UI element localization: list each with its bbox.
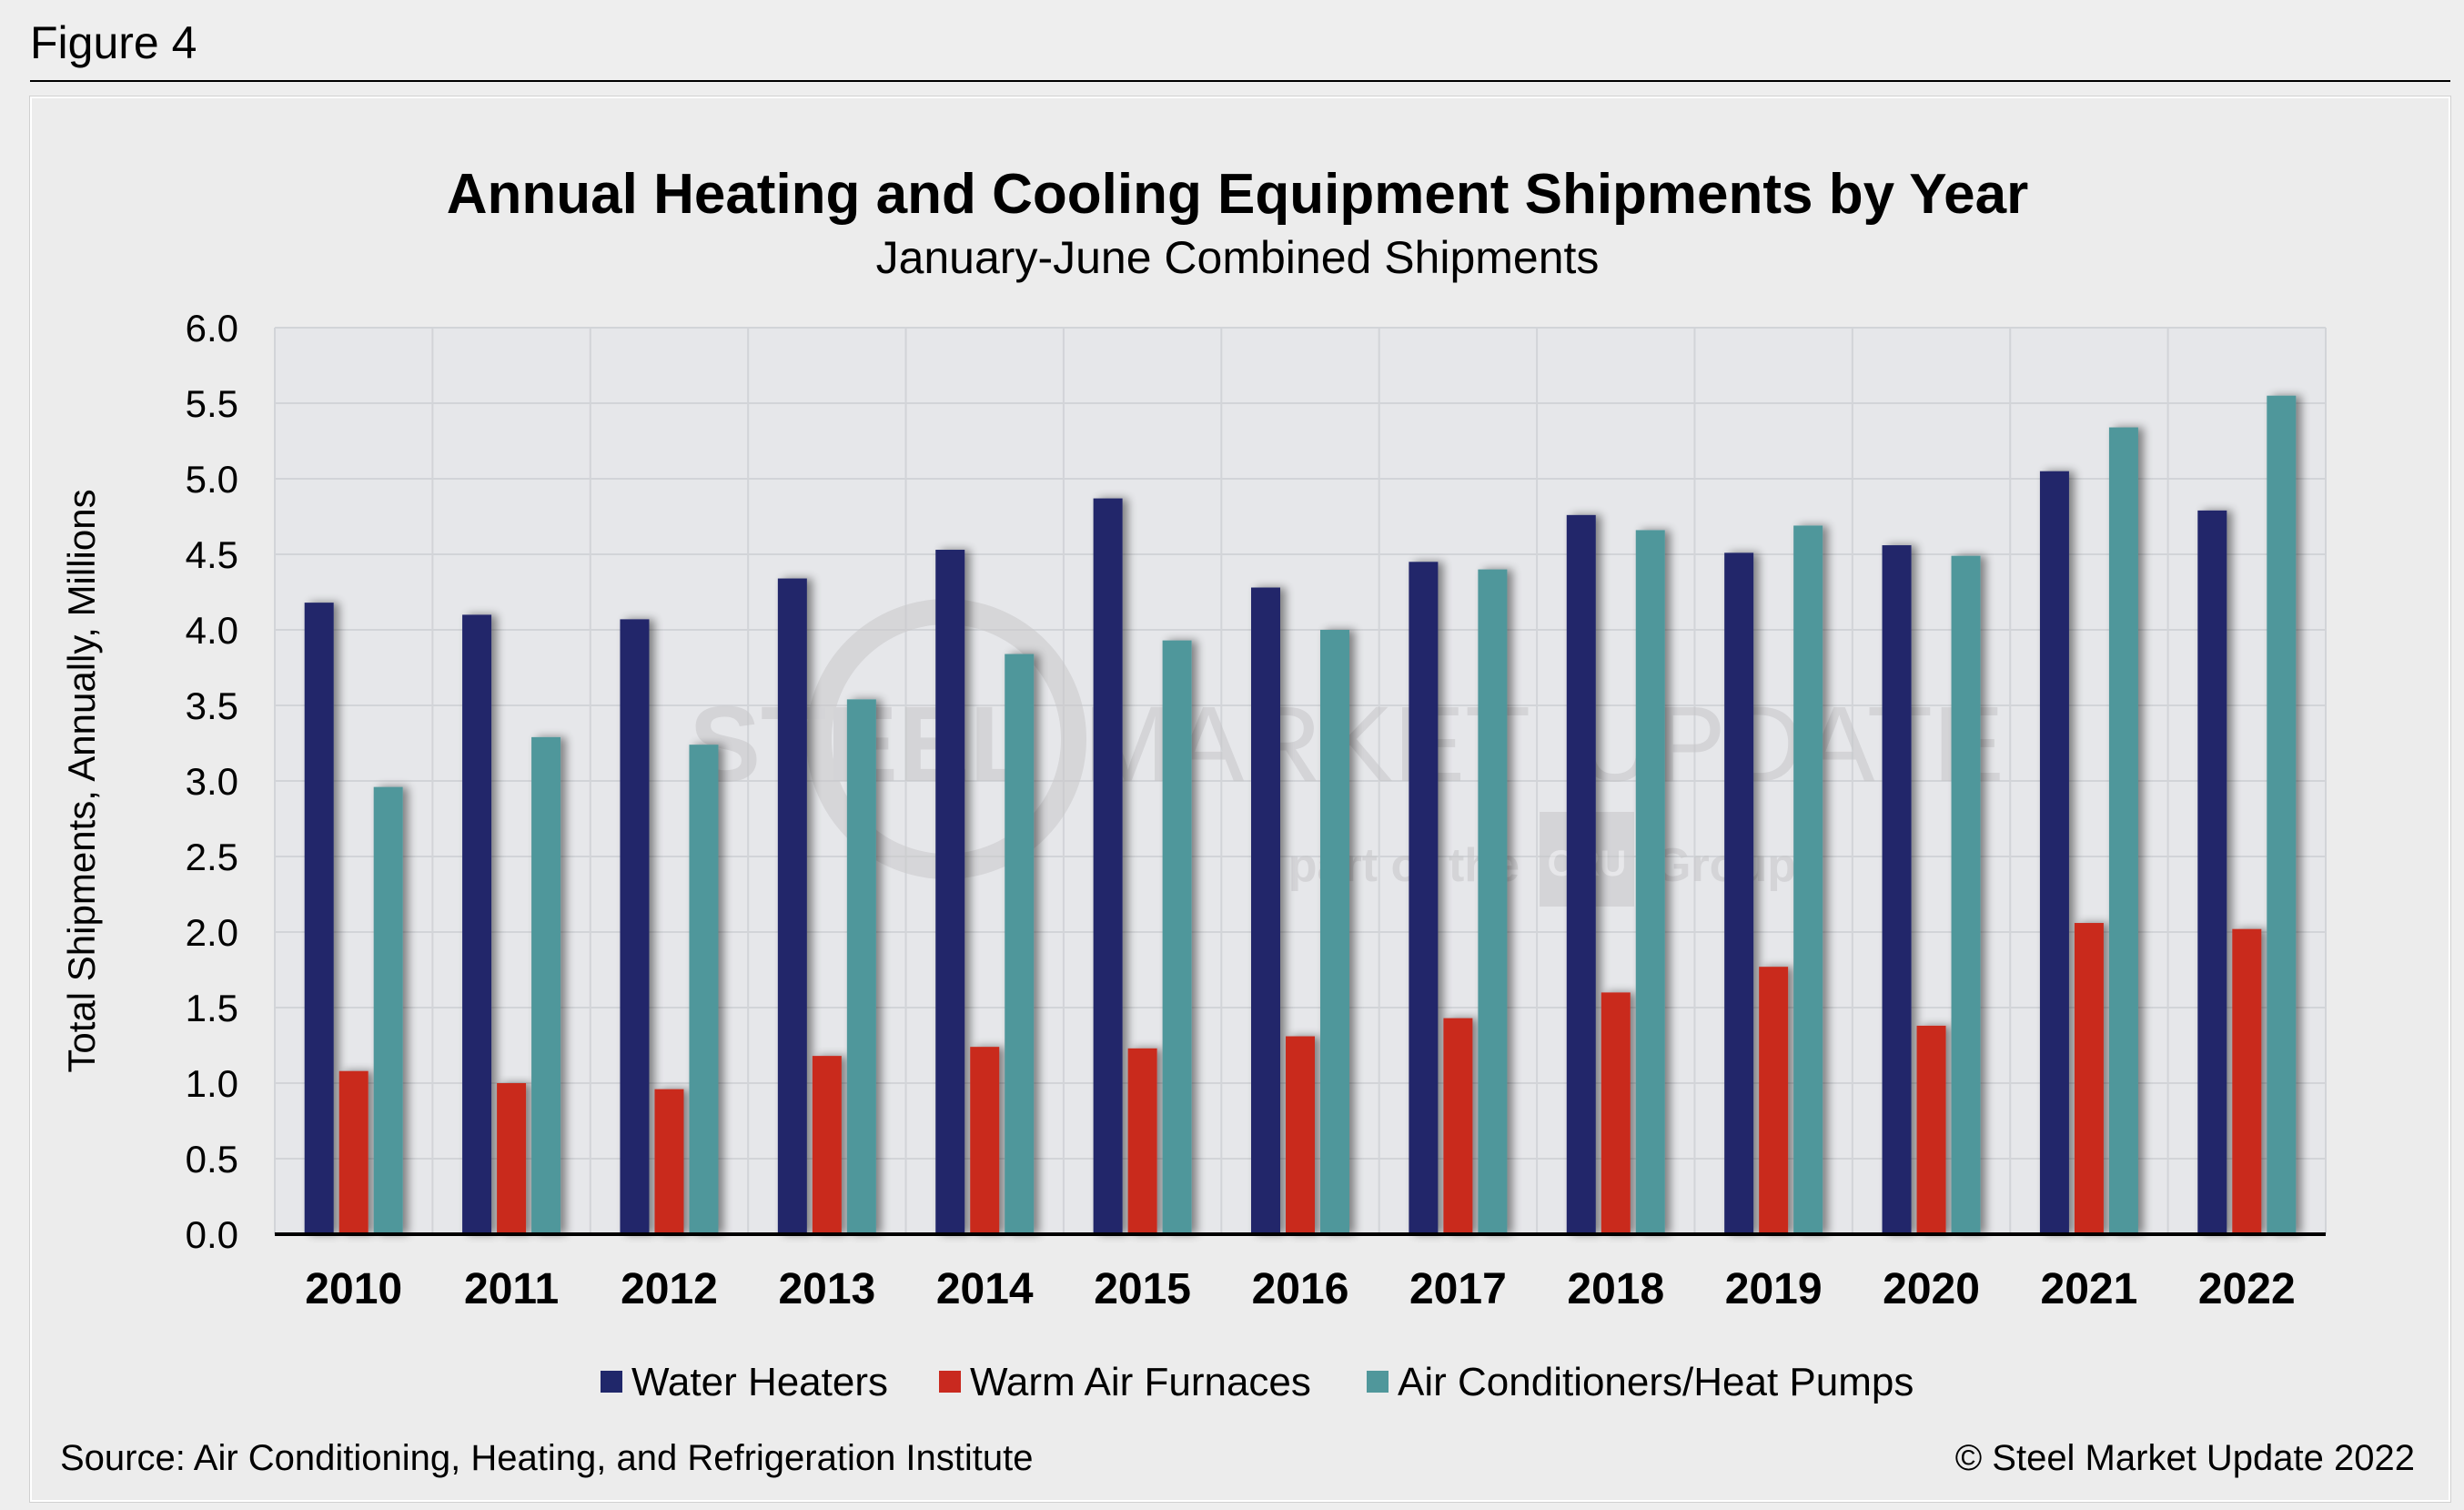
y-tick-label: 5.5 bbox=[186, 382, 238, 425]
y-tick-label: 2.0 bbox=[186, 911, 238, 954]
bar-ac-heat-pumps bbox=[1162, 640, 1192, 1234]
y-axis-label: Total Shipments, Annually, Millions bbox=[60, 489, 103, 1072]
bar-ac-heat-pumps bbox=[1320, 630, 1349, 1234]
x-tick-label: 2017 bbox=[1409, 1265, 1507, 1313]
y-tick-label: 4.0 bbox=[186, 609, 238, 652]
legend-label: Warm Air Furnaces bbox=[970, 1360, 1311, 1404]
x-tick-label: 2021 bbox=[2041, 1265, 2138, 1313]
bar-water-heaters bbox=[304, 603, 334, 1234]
bar-water-heaters bbox=[1251, 587, 1280, 1234]
x-tick-label: 2011 bbox=[464, 1265, 559, 1313]
legend-swatch bbox=[939, 1371, 961, 1393]
bar-water-heaters bbox=[620, 619, 650, 1234]
bar-ac-heat-pumps bbox=[1478, 569, 1508, 1234]
chart-subtitle: January-June Combined Shipments bbox=[876, 232, 1600, 283]
bar-ac-heat-pumps bbox=[1793, 525, 1823, 1234]
bar-warm-air-furnaces bbox=[970, 1047, 1000, 1234]
x-tick-label: 2012 bbox=[621, 1265, 718, 1313]
bar-water-heaters bbox=[2197, 510, 2227, 1234]
bar-water-heaters bbox=[1566, 514, 1596, 1234]
bar-ac-heat-pumps bbox=[373, 786, 403, 1234]
bar-ac-heat-pumps bbox=[1635, 530, 1665, 1234]
bar-ac-heat-pumps bbox=[531, 736, 561, 1234]
bar-warm-air-furnaces bbox=[338, 1070, 369, 1234]
x-tick-label: 2020 bbox=[1883, 1265, 1980, 1313]
x-tick-label: 2014 bbox=[936, 1265, 1034, 1313]
x-tick-label: 2013 bbox=[778, 1265, 875, 1313]
figure-label: Figure 4 bbox=[30, 17, 197, 68]
bar-water-heaters bbox=[1093, 498, 1123, 1234]
y-tick-label: 1.5 bbox=[186, 987, 238, 1029]
y-tick-label: 1.0 bbox=[186, 1062, 238, 1105]
x-tick-label: 2015 bbox=[1094, 1265, 1191, 1313]
legend-swatch bbox=[601, 1371, 622, 1393]
legend-label: Air Conditioners/Heat Pumps bbox=[1398, 1360, 1914, 1404]
bar-warm-air-furnaces bbox=[1916, 1025, 1946, 1234]
bar-water-heaters bbox=[1882, 545, 1912, 1234]
y-tick-label: 3.0 bbox=[186, 760, 238, 803]
x-tick-label: 2022 bbox=[2198, 1265, 2296, 1313]
bar-warm-air-furnaces bbox=[1286, 1036, 1315, 1234]
x-tick-label: 2019 bbox=[1725, 1265, 1823, 1313]
bar-warm-air-furnaces bbox=[1601, 992, 1631, 1234]
x-tick-labels: 2010 2011 2012 2013 2014 2015 2016 2017 2018 2019… bbox=[305, 1265, 2295, 1313]
bars bbox=[304, 395, 2297, 1234]
y-tick-label: 0.0 bbox=[186, 1213, 238, 1256]
y-tick-label: 5.0 bbox=[186, 458, 238, 501]
bar-warm-air-furnaces bbox=[2074, 923, 2104, 1234]
bar-ac-heat-pumps bbox=[1951, 555, 1981, 1234]
x-tick-label: 2018 bbox=[1567, 1265, 1664, 1313]
bar-water-heaters bbox=[462, 614, 492, 1234]
bar-water-heaters bbox=[935, 550, 965, 1234]
bar-warm-air-furnaces bbox=[2232, 928, 2262, 1234]
bar-warm-air-furnaces bbox=[497, 1083, 527, 1234]
figure-divider bbox=[30, 80, 2450, 82]
chart-title: Annual Heating and Cooling Equipment Shi… bbox=[447, 163, 2028, 226]
bar-water-heaters bbox=[1724, 552, 1754, 1234]
y-tick-label: 4.5 bbox=[186, 533, 238, 576]
bar-ac-heat-pumps bbox=[846, 699, 876, 1234]
bar-warm-air-furnaces bbox=[812, 1056, 842, 1234]
y-tick-label: 0.5 bbox=[186, 1138, 238, 1181]
bar-warm-air-furnaces bbox=[654, 1089, 684, 1234]
copyright-note: © Steel Market Update 2022 bbox=[1955, 1438, 2415, 1478]
legend-swatch bbox=[1367, 1371, 1389, 1393]
bar-water-heaters bbox=[1409, 562, 1439, 1234]
y-tick-label: 3.5 bbox=[186, 684, 238, 727]
bar-ac-heat-pumps bbox=[1005, 654, 1035, 1234]
bar-ac-heat-pumps bbox=[2267, 395, 2297, 1234]
bar-ac-heat-pumps bbox=[2108, 427, 2138, 1234]
watermark-brand-market: MARKET bbox=[1083, 684, 1529, 805]
y-tick-label: 2.5 bbox=[186, 836, 238, 878]
source-note: Source: Air Conditioning, Heating, and R… bbox=[60, 1438, 1034, 1478]
bar-water-heaters bbox=[777, 578, 807, 1234]
x-tick-label: 2016 bbox=[1252, 1265, 1349, 1313]
bar-warm-air-furnaces bbox=[1443, 1018, 1473, 1234]
bar-warm-air-furnaces bbox=[1127, 1048, 1157, 1234]
legend: Water Heaters Warm Air Furnaces Air Condit… bbox=[601, 1360, 1914, 1404]
legend-label: Water Heaters bbox=[631, 1360, 888, 1404]
y-tick-labels: 0.0 0.5 1.0 1.5 2.0 2.5 3.0 3.5 4.0 4.5 5.0 5.5 6.0 bbox=[186, 307, 238, 1256]
y-tick-label: 6.0 bbox=[186, 307, 238, 350]
bar-ac-heat-pumps bbox=[689, 745, 719, 1234]
x-tick-label: 2010 bbox=[305, 1265, 402, 1313]
bar-water-heaters bbox=[2039, 471, 2069, 1234]
bar-warm-air-furnaces bbox=[1759, 967, 1789, 1234]
